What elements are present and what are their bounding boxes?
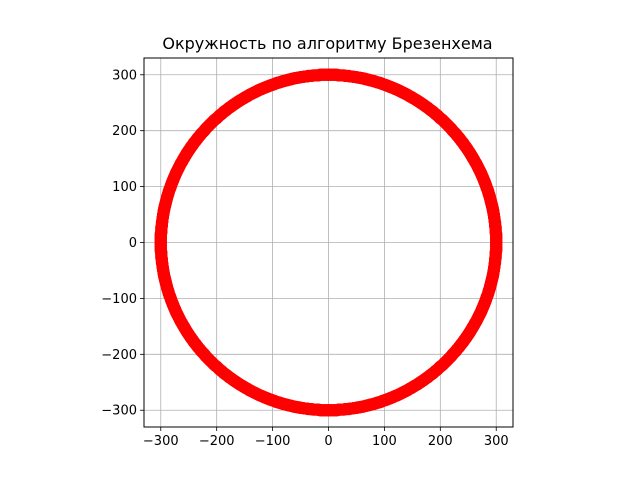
circle-point — [441, 118, 454, 131]
axis-ticks: −300 −200 −100 0 100 200 300 −300 −200 −100 0 100 20… — [101, 68, 508, 449]
circle-point — [441, 354, 454, 367]
chart-title: Окружность по алгоритму Брезенхема — [162, 34, 492, 53]
y-tick-label: 300 — [112, 68, 137, 83]
x-tick-label: −200 — [199, 434, 235, 449]
x-tick-label: 300 — [484, 434, 509, 449]
x-tick-label: 200 — [428, 434, 453, 449]
x-tick-label: 0 — [324, 434, 332, 449]
x-tick-label: −300 — [143, 434, 179, 449]
x-tick-label: −100 — [255, 434, 291, 449]
x-tick-label: 100 — [372, 434, 397, 449]
y-tick-label: −100 — [101, 292, 137, 307]
y-tick-label: 200 — [112, 124, 137, 139]
circle-point — [203, 354, 216, 367]
data-points — [154, 68, 503, 417]
y-tick-label: 100 — [112, 180, 137, 195]
y-tick-label: 0 — [129, 236, 137, 251]
y-tick-label: −200 — [101, 348, 137, 363]
circle-point — [203, 118, 216, 131]
y-tick-label: −300 — [101, 404, 137, 419]
